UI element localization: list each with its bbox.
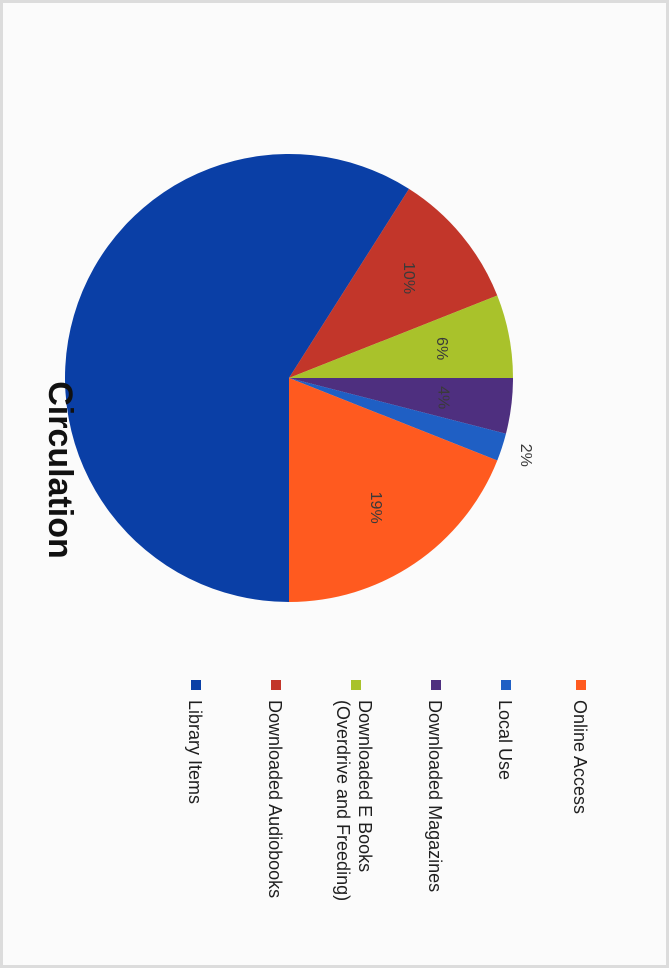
pie-slice-2 <box>289 295 513 378</box>
legend-swatch-2 <box>351 680 361 690</box>
chart-title: Circulation <box>41 381 79 559</box>
legend-label-1: Downloaded Audiobooks <box>265 700 285 898</box>
pie-slice-0 <box>65 154 410 602</box>
legend-swatch-0 <box>191 680 201 690</box>
slice-label-3: 4% <box>435 386 452 409</box>
pie-slice-3 <box>289 378 513 434</box>
slice-label-1: 10% <box>400 262 417 294</box>
legend-swatch-1 <box>271 680 281 690</box>
pie-slice-5 <box>289 378 498 602</box>
slice-label-4: 2% <box>517 444 534 467</box>
legend: Library Items Downloaded Audiobooks Downlo… <box>185 680 590 901</box>
legend-label-2: Downloaded E Books(Overdrive and Freedin… <box>333 700 375 901</box>
legend-label-0: Library Items <box>185 700 205 804</box>
legend-label-4: Local Use <box>495 700 515 780</box>
slice-label-5: 19% <box>367 492 384 524</box>
pie-slice-1 <box>289 188 498 378</box>
legend-label-3: Downloaded Magazines <box>425 700 445 892</box>
legend-swatch-5 <box>576 680 586 690</box>
legend-label-5: Online Access <box>570 700 590 814</box>
legend-swatch-3 <box>431 680 441 690</box>
pie-slice-labels: 10% 6% 4% 2% 19% <box>367 262 534 524</box>
pie-slices <box>65 154 513 602</box>
legend-swatch-4 <box>501 680 511 690</box>
slice-label-2: 6% <box>433 337 450 360</box>
pie-slice-4 <box>289 378 506 461</box>
